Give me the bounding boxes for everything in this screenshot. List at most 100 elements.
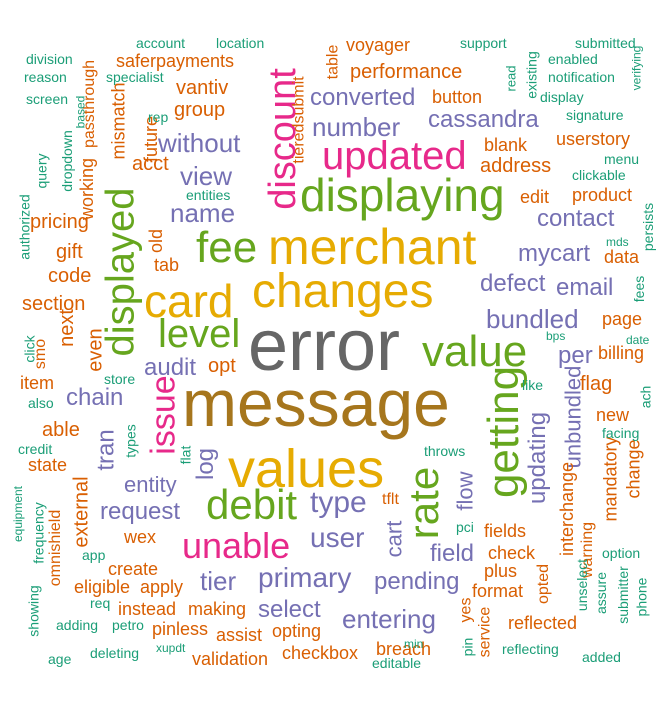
word: editable [372, 655, 422, 671]
word: mismatch [108, 82, 129, 160]
word: section [22, 293, 86, 315]
word: petro [112, 617, 144, 633]
word: display [540, 89, 584, 105]
word: eligible [74, 577, 131, 597]
word: billing [598, 343, 645, 363]
word: query [33, 153, 50, 189]
word: view [180, 161, 233, 191]
word: page [602, 309, 643, 329]
word: fees [631, 275, 648, 303]
word: pci [456, 519, 474, 535]
word: showing [25, 585, 42, 637]
word: checkbox [282, 643, 359, 663]
word: making [188, 599, 247, 619]
word: opting [272, 621, 322, 641]
word: division [26, 51, 73, 67]
word: fee [196, 223, 258, 272]
word: contact [537, 205, 615, 232]
word: debit [206, 481, 298, 528]
word: even [84, 328, 107, 372]
word: item [20, 373, 55, 393]
word: table [324, 44, 342, 80]
word: user [310, 522, 365, 553]
word: value [422, 327, 528, 376]
word: name [170, 198, 236, 228]
word: tieredsubmit [290, 76, 308, 164]
word: reflected [508, 613, 578, 633]
word: req [90, 595, 111, 611]
word: request [100, 498, 181, 525]
word: defect [480, 270, 546, 297]
word: based [73, 95, 88, 129]
word: level [158, 312, 241, 356]
word: number [312, 112, 401, 142]
word: gift [56, 241, 83, 263]
word: tab [154, 255, 180, 275]
word: notification [548, 69, 615, 85]
word: date [626, 333, 650, 347]
word: without [158, 128, 241, 158]
word: mds [606, 235, 629, 249]
word: merchant [268, 219, 477, 275]
word: able [42, 419, 80, 441]
word: throws [424, 443, 466, 459]
word: format [472, 581, 524, 601]
word: bundled [486, 304, 579, 334]
word: equipment [11, 485, 26, 543]
word: specialist [106, 69, 164, 85]
word: verifying [629, 45, 644, 91]
word: account [136, 35, 186, 51]
word: changes [252, 265, 434, 318]
word: click [21, 335, 38, 363]
word: frequency [30, 502, 47, 564]
word: mycart [518, 240, 590, 267]
word: fields [484, 521, 527, 541]
word: edit [520, 187, 550, 207]
word: validation [192, 649, 269, 669]
word: type [310, 486, 367, 519]
word: pin [459, 637, 476, 657]
word: breach [376, 639, 432, 659]
word: flag [580, 373, 613, 395]
word: interchange [557, 461, 578, 557]
word: unselect [574, 558, 591, 612]
word: blank [484, 135, 528, 155]
word: displaying [300, 169, 505, 221]
word: values [228, 439, 385, 499]
word: change [623, 439, 644, 499]
word: signature [566, 107, 624, 123]
word: adding [56, 617, 99, 633]
word: per [558, 342, 593, 369]
word: pending [374, 568, 460, 595]
word: tflt [382, 491, 399, 508]
word: external [70, 476, 93, 548]
word: clickable [572, 167, 626, 183]
word: menu [604, 151, 640, 167]
word: tier [200, 566, 237, 596]
word: bps [546, 329, 566, 343]
word: pricing [30, 211, 89, 233]
word: age [48, 651, 72, 667]
word: deleting [90, 645, 140, 661]
word: log [192, 447, 220, 481]
word: persists [640, 202, 657, 252]
word: acct [132, 153, 169, 175]
word: error [248, 306, 401, 386]
word: state [28, 455, 68, 475]
word: message [182, 366, 450, 440]
word: create [108, 559, 159, 579]
word: phone [633, 577, 650, 617]
word: userstory [556, 129, 631, 149]
word: support [460, 35, 507, 51]
word: vantiv [176, 77, 229, 99]
word: field [430, 540, 475, 567]
word: types [122, 424, 139, 458]
word: mandatory [600, 436, 621, 522]
word: entity [124, 472, 177, 497]
word: authorized [16, 194, 33, 260]
word: also [28, 395, 54, 411]
word: opt [208, 355, 236, 377]
word: chain [66, 384, 124, 411]
word: min [404, 637, 424, 651]
word: assist [216, 625, 263, 645]
